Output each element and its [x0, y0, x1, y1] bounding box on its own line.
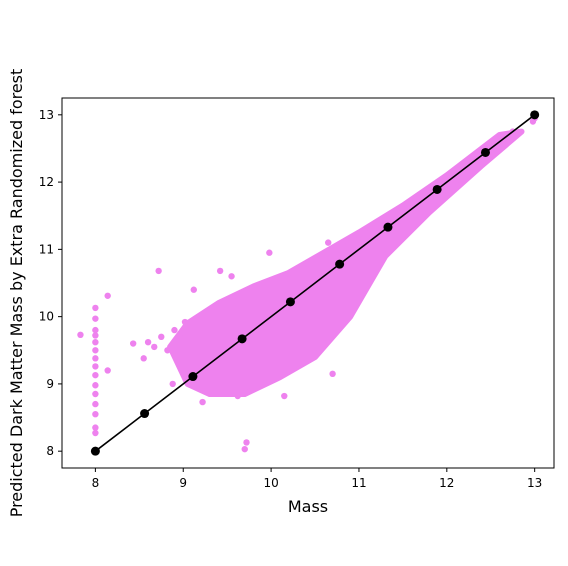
scatter-point [164, 347, 171, 354]
scatter-point [77, 331, 84, 338]
scatter-point [199, 398, 206, 406]
scatter-point [181, 318, 189, 326]
ideal-line-path [94, 114, 536, 452]
y-tick-label: 13 [39, 108, 54, 122]
x-tick-label: 12 [439, 476, 454, 490]
y-tick-label: 9 [46, 377, 54, 391]
scatter-point [228, 273, 235, 280]
scatter-point [329, 370, 336, 378]
line-marker [237, 334, 247, 344]
prediction-cloud [167, 128, 525, 397]
scatter-point [491, 148, 499, 156]
line-marker [480, 147, 490, 157]
scatter-point [92, 429, 99, 437]
x-tick-label: 8 [92, 476, 100, 490]
x-tick-label: 9 [179, 476, 187, 490]
scatter-point [243, 439, 250, 446]
scatter-point [92, 315, 99, 322]
scatter-point [92, 339, 99, 346]
scatter-point [360, 236, 367, 243]
scatter-point [92, 424, 99, 431]
scatter-point [325, 239, 332, 246]
line-marker [383, 222, 393, 232]
line-marker [140, 409, 150, 419]
y-axis-label: Predicted Dark Matter Mass by Extra Rand… [7, 69, 26, 518]
scatter-point [92, 382, 99, 389]
scatter-point [92, 390, 99, 398]
x-tick-label: 10 [263, 476, 278, 490]
line-marker [90, 446, 100, 456]
prediction-cloud-shape [167, 128, 525, 397]
scatter-point [234, 392, 241, 400]
scatter-point [151, 343, 158, 351]
scatter-point [404, 204, 411, 211]
line-marker [285, 297, 295, 307]
y-tick-label: 11 [39, 242, 54, 256]
x-tick-label: 13 [527, 476, 542, 490]
scatter-point [92, 400, 99, 408]
scatter-point [92, 326, 99, 334]
scatter-point [171, 326, 178, 334]
y-axis-ticks: 8 9 10 11 12 13 [39, 108, 62, 458]
scatter-point [169, 380, 176, 388]
x-tick-label: 11 [351, 476, 366, 490]
y-tick-label: 12 [39, 175, 54, 189]
scatter-point [266, 249, 273, 256]
scatter-point [342, 246, 349, 253]
scatter-point [92, 410, 99, 418]
line-marker [335, 259, 345, 269]
plot-frame [61, 97, 555, 469]
scatter-point [92, 304, 99, 312]
scatter-point [92, 332, 99, 339]
scatter-point [92, 347, 99, 354]
line-marker [432, 184, 442, 194]
scatter-point [144, 339, 152, 346]
line-marker [530, 110, 540, 120]
scatter-point [241, 445, 248, 453]
scatter-point [92, 355, 99, 362]
scatter-point [92, 363, 99, 370]
scatter-point [140, 355, 147, 362]
scatter-point [216, 267, 224, 275]
scatter-point [155, 267, 162, 275]
ideal-line [90, 110, 540, 456]
y-tick-label: 8 [46, 444, 54, 458]
scatter-point [281, 392, 288, 400]
scatter-point [129, 340, 137, 347]
scatter-point [190, 286, 197, 293]
x-axis-label: Mass [288, 497, 328, 516]
line-marker [188, 372, 198, 382]
y-tick-label: 10 [39, 310, 54, 324]
scatter-point [92, 371, 99, 379]
x-axis-ticks: 8 9 10 11 12 13 [92, 468, 542, 490]
scatter-point [104, 292, 111, 299]
scatter-point [158, 333, 165, 341]
scatter-point [104, 367, 111, 374]
